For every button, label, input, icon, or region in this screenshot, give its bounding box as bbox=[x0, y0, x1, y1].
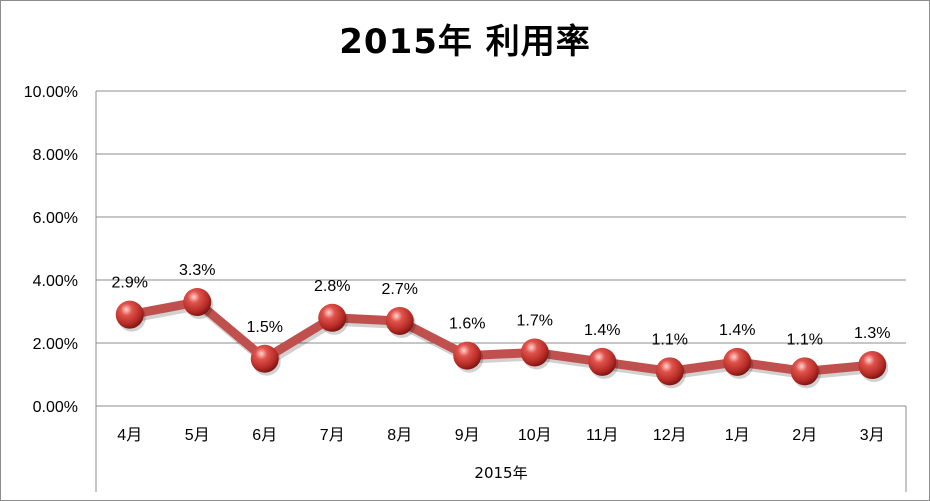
data-point bbox=[723, 347, 752, 376]
data-label: 1.4% bbox=[584, 322, 620, 339]
data-point bbox=[520, 338, 549, 367]
y-tick-label: 0.00% bbox=[33, 399, 78, 416]
data-label: 1.4% bbox=[719, 322, 755, 339]
data-label: 1.6% bbox=[449, 316, 485, 333]
x-tick-label: 4月 bbox=[117, 427, 142, 444]
x-tick-label: 11月 bbox=[586, 427, 619, 444]
data-point bbox=[385, 306, 414, 335]
data-point bbox=[183, 288, 212, 317]
x-tick-label: 3月 bbox=[860, 427, 885, 444]
data-label: 1.7% bbox=[517, 312, 553, 329]
data-label: 3.3% bbox=[179, 262, 215, 279]
x-tick-label: 7月 bbox=[320, 427, 345, 444]
data-point bbox=[858, 351, 887, 380]
data-label: 2.7% bbox=[382, 281, 418, 298]
data-label: 1.3% bbox=[854, 325, 890, 342]
x-tick-label: 8月 bbox=[387, 427, 412, 444]
data-point bbox=[453, 341, 482, 370]
chart-title: 2015年 利用率 bbox=[339, 22, 591, 62]
data-point bbox=[588, 347, 617, 376]
y-tick-label: 2.00% bbox=[33, 336, 78, 353]
data-label: 1.1% bbox=[652, 331, 688, 348]
x-tick-label: 9月 bbox=[455, 427, 480, 444]
x-tick-label: 10月 bbox=[518, 427, 552, 444]
data-label: 2.9% bbox=[112, 275, 148, 292]
data-point bbox=[790, 357, 819, 386]
y-tick-label: 8.00% bbox=[33, 147, 78, 164]
data-point bbox=[115, 300, 144, 329]
x-tick-label: 5月 bbox=[185, 427, 210, 444]
data-point bbox=[655, 357, 684, 386]
x-group-label: 2015年 bbox=[474, 464, 527, 482]
data-point bbox=[318, 303, 347, 332]
data-label: 1.5% bbox=[247, 319, 283, 336]
data-label: 2.8% bbox=[314, 278, 350, 295]
x-tick-label: 1月 bbox=[725, 427, 750, 444]
x-tick-label: 12月 bbox=[653, 427, 687, 444]
x-tick-label: 6月 bbox=[252, 427, 277, 444]
y-tick-label: 10.00% bbox=[24, 84, 78, 101]
data-label: 1.1% bbox=[787, 331, 823, 348]
data-point bbox=[250, 344, 279, 373]
y-tick-label: 6.00% bbox=[33, 210, 78, 227]
y-tick-label: 4.00% bbox=[33, 273, 78, 290]
x-tick-label: 2月 bbox=[792, 427, 817, 444]
